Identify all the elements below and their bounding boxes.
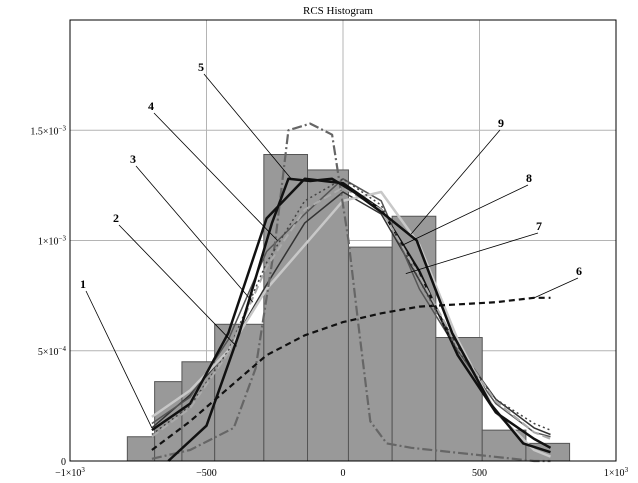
- callout-line-3: [135, 165, 254, 303]
- curve-7: [151, 178, 551, 436]
- curve-label-3: 3: [130, 152, 136, 166]
- curve-label-1: 1: [80, 277, 86, 291]
- curve-label-7: 7: [536, 219, 542, 233]
- plot-frame: [69, 19, 617, 462]
- curve-label-4: 4: [148, 99, 154, 113]
- curve-9: [167, 177, 551, 462]
- curve-label-8: 8: [526, 171, 532, 185]
- histogram-bar: [263, 154, 309, 462]
- x-tick-label: 0: [341, 468, 346, 479]
- curve-6: [151, 296, 551, 451]
- y-axis-ticks: 0 5×10−4 1×10−3 1.5×10−3: [30, 124, 66, 468]
- x-tick-label: −500: [196, 468, 217, 479]
- curve-2: [151, 178, 551, 438]
- curve-label-9: 9: [498, 116, 504, 130]
- x-tick-label: 1×103: [604, 466, 629, 479]
- callout-line-9: [410, 129, 501, 235]
- curve-5: [151, 122, 551, 463]
- callout-line-1: [85, 290, 153, 429]
- x-axis-ticks: −1×103 −500 0 500 1×103: [55, 466, 628, 479]
- chart-title: RCS Histogram: [303, 5, 373, 17]
- density-curves: [151, 122, 552, 463]
- callout-line-4: [153, 112, 278, 241]
- curve-label-6: 6: [576, 264, 582, 278]
- histogram-bar: [391, 215, 437, 462]
- callout-line-7: [405, 232, 539, 274]
- histogram-bar: [126, 436, 156, 462]
- curve-label-2: 2: [113, 211, 119, 225]
- callout-line-5: [203, 73, 292, 180]
- y-tick-label: 1.5×10−3: [30, 124, 66, 137]
- callout-line-8: [402, 184, 529, 246]
- curve-labels: 1 2 3 4 5 6 7 8 9: [80, 60, 582, 429]
- callout-line-6: [533, 277, 579, 299]
- y-tick-label: 0: [61, 457, 66, 468]
- curve-label-5: 5: [198, 60, 204, 74]
- callout-line-2: [118, 224, 237, 347]
- y-tick-label: 1×10−3: [38, 235, 67, 248]
- x-tick-label: −1×103: [55, 466, 85, 479]
- x-tick-label: 500: [472, 468, 487, 479]
- y-tick-label: 5×10−4: [38, 345, 67, 358]
- histogram-bar: [347, 246, 393, 462]
- histogram-bar: [307, 169, 349, 462]
